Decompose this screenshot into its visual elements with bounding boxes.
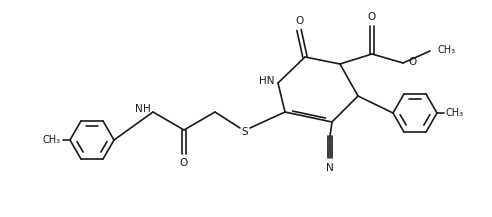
Text: O: O — [368, 12, 376, 22]
Text: CH₃: CH₃ — [438, 45, 456, 55]
Text: CH₃: CH₃ — [43, 135, 61, 145]
Text: S: S — [242, 127, 248, 137]
Text: H: H — [143, 104, 151, 114]
Text: O: O — [295, 16, 303, 26]
Text: O: O — [408, 57, 416, 67]
Text: O: O — [180, 158, 188, 168]
Text: HN: HN — [259, 76, 275, 86]
Text: CH₃: CH₃ — [446, 108, 464, 118]
Text: N: N — [326, 163, 334, 173]
Text: N: N — [135, 104, 143, 114]
